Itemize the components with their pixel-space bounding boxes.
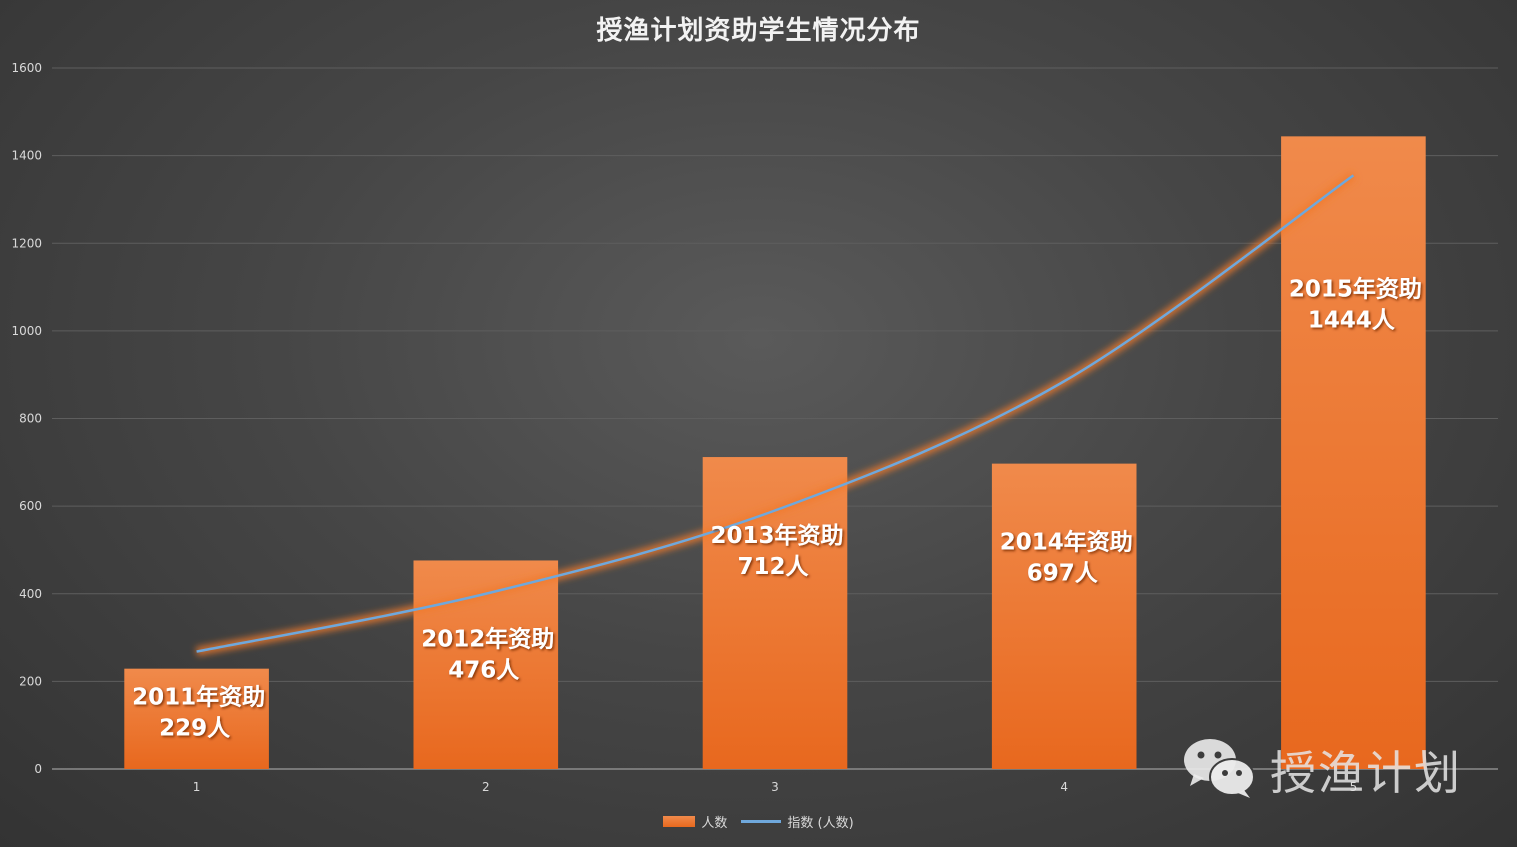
data-label: 2015年资助 1444人	[1289, 275, 1422, 333]
data-label-line: 476人	[448, 657, 520, 683]
y-tick-label: 1600	[11, 61, 42, 75]
data-label: 2014年资助 697人	[1000, 529, 1133, 587]
data-label-line: 2012年资助	[421, 625, 554, 652]
watermark: 授渔计划	[1182, 736, 1462, 804]
data-label-line: 712人	[737, 554, 809, 580]
bar	[124, 668, 269, 769]
data-label-line: 2013年资助	[710, 522, 843, 549]
x-tick-label: 5	[1350, 780, 1358, 794]
x-tick-label: 3	[771, 780, 779, 794]
watermark-text: 授渔计划	[1270, 746, 1462, 800]
chart-legend: 人数 指数 (人数)	[0, 812, 1517, 831]
legend-swatch-line	[741, 820, 782, 823]
x-tick-label: 4	[1060, 780, 1068, 794]
data-label-line: 1444人	[1308, 307, 1396, 333]
data-label-line: 229人	[159, 716, 231, 742]
data-label-line: 697人	[1027, 561, 1099, 587]
y-tick-label: 800	[19, 412, 42, 426]
chart-title: 授渔计划资助学生情况分布	[596, 16, 921, 46]
bar	[1281, 136, 1426, 769]
trend-line	[196, 174, 1355, 653]
y-tick-label: 1400	[11, 149, 42, 163]
data-label: 2012年资助 476人	[421, 625, 554, 683]
legend-swatch-bar	[663, 816, 696, 827]
legend-item-line: 指数 (人数)	[741, 812, 854, 831]
data-label-line: 2014年资助	[1000, 529, 1133, 556]
data-label-line: 2015年资助	[1289, 275, 1422, 302]
x-tick-label: 1	[193, 780, 201, 794]
bar	[991, 463, 1137, 769]
data-label-line: 2011年资助	[132, 684, 265, 711]
data-label: 2013年资助 712人	[710, 522, 843, 580]
y-tick-label: 1200	[11, 236, 42, 250]
legend-label-bar: 人数	[701, 816, 728, 831]
legend-label-line: 指数 (人数)	[787, 816, 854, 831]
legend-item-bar: 人数	[663, 812, 727, 831]
data-label: 2011年资助 229人	[132, 684, 265, 742]
x-tick-label: 2	[482, 780, 490, 794]
y-tick-label: 400	[19, 587, 42, 601]
y-tick-label: 1000	[11, 324, 42, 338]
wechat-icon	[1182, 736, 1258, 804]
y-tick-label: 600	[19, 499, 42, 513]
y-tick-label: 0	[34, 762, 42, 776]
y-tick-label: 200	[19, 674, 42, 688]
bar	[702, 457, 848, 769]
